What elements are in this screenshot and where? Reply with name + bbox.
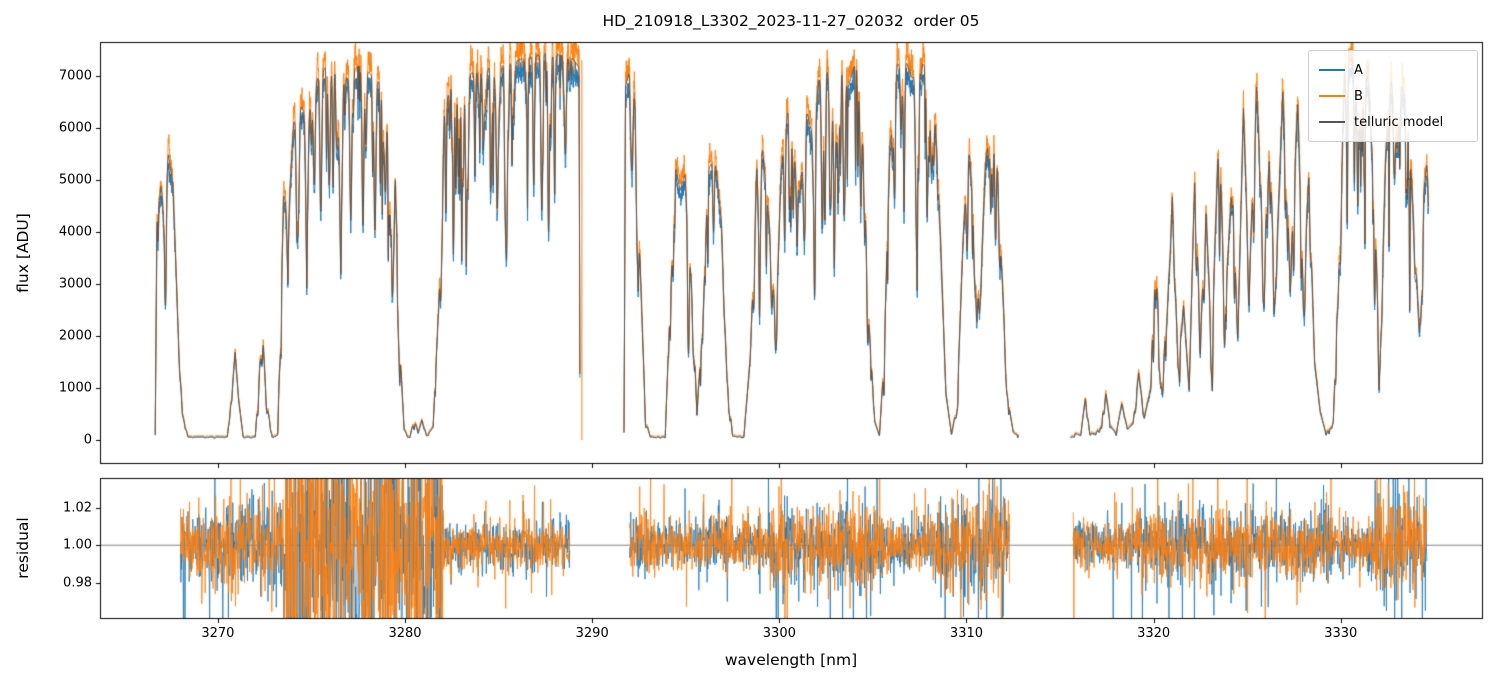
x-axis-label: wavelength [nm]: [724, 651, 858, 669]
legend-label: telluric model: [1354, 114, 1444, 130]
legend-line-swatch: [1319, 121, 1345, 123]
legend-label: B: [1354, 88, 1363, 104]
plot-title: HD_210918_L3302_2023-11-27_02032 order 0…: [602, 12, 980, 30]
legend-line-swatch: [1319, 95, 1345, 97]
legend-line-swatch: [1319, 69, 1345, 71]
legend-entry-B: B: [1319, 83, 1467, 109]
flux-axis-label: flux [ADU]: [14, 213, 32, 293]
residual-axis-label: residual: [14, 517, 32, 579]
legend-label: A: [1354, 62, 1363, 78]
legend-entry-telluric-model: telluric model: [1319, 109, 1467, 135]
legend-entry-A: A: [1319, 57, 1467, 83]
